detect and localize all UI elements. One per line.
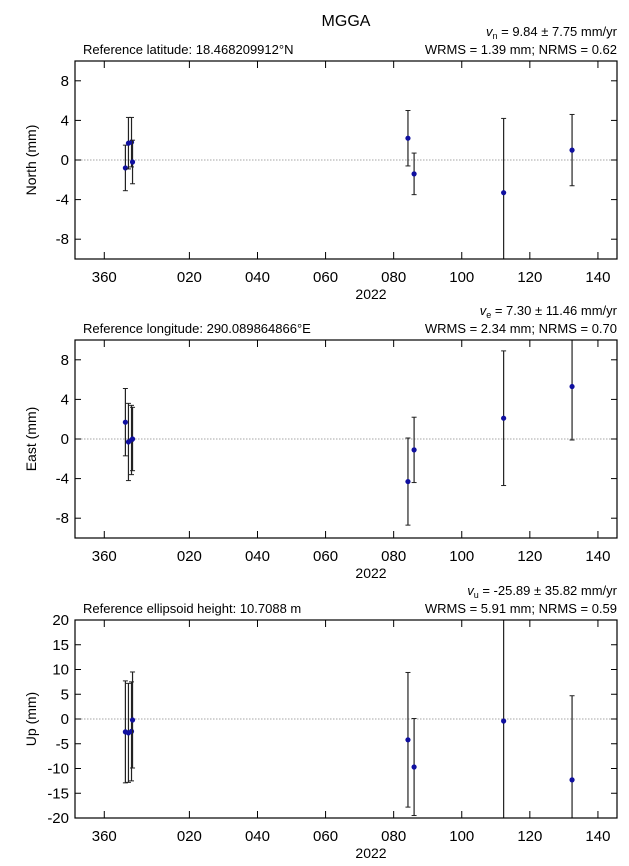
y-tick-label: -4 — [56, 471, 69, 488]
velocity-label: ve = 7.30 ± 11.46 mm/yr — [480, 303, 618, 320]
x-tick-label: 020 — [177, 548, 202, 565]
y-axis-label: North (mm) — [23, 125, 39, 196]
data-point — [501, 190, 507, 196]
y-axis-label: East (mm) — [23, 407, 39, 472]
velocity-text: = 7.30 ± 11.46 mm/yr — [491, 303, 617, 318]
x-tick-label: 060 — [313, 269, 338, 286]
x-tick-label: 360 — [92, 548, 117, 565]
data-point — [411, 764, 417, 770]
y-tick-label: 5 — [61, 686, 69, 703]
velocity-subscript: e — [486, 310, 491, 320]
y-tick-label: -20 — [47, 810, 69, 827]
stats-label: WRMS = 5.91 mm; NRMS = 0.59 — [425, 601, 617, 616]
y-tick-label: 8 — [61, 73, 69, 90]
velocity-text: = 9.84 ± 7.75 mm/yr — [498, 24, 618, 39]
x-tick-label: 040 — [245, 548, 270, 565]
x-tick-label: 360 — [92, 828, 117, 845]
stats-label: WRMS = 1.39 mm; NRMS = 0.62 — [425, 42, 617, 57]
reference-label: Reference ellipsoid height: 10.7088 m — [83, 601, 301, 616]
reference-label: Reference longitude: 290.089864866°E — [83, 321, 311, 336]
data-point — [569, 383, 575, 390]
data-point — [501, 718, 507, 724]
x-tick-label: 060 — [313, 828, 338, 845]
x-tick-label: 100 — [449, 548, 474, 565]
plot-frame — [74, 60, 618, 260]
data-point — [405, 135, 411, 141]
x-tick-label: 120 — [517, 548, 542, 565]
y-tick-label: 0 — [61, 711, 69, 728]
y-tick-label: -15 — [47, 785, 69, 802]
y-tick-label: 0 — [61, 152, 69, 169]
data-point — [569, 147, 575, 153]
y-axis-label: Up (mm) — [23, 692, 39, 746]
data-point — [129, 436, 136, 442]
data-point — [405, 478, 411, 485]
y-tick-label: 4 — [61, 112, 69, 129]
x-tick-label: 120 — [517, 828, 542, 845]
y-tick-label: 15 — [52, 637, 69, 654]
x-tick-label: 020 — [177, 828, 202, 845]
y-tick-label: 0 — [61, 431, 69, 448]
y-tick-label: 20 — [52, 612, 69, 629]
plot-area — [122, 110, 575, 259]
x-tick-label: 020 — [177, 269, 202, 286]
x-tick-label: 100 — [449, 828, 474, 845]
velocity-symbol: v — [486, 24, 494, 39]
data-point — [569, 777, 575, 783]
x-axis-label: 2022 — [355, 565, 386, 581]
y-tick-label: -5 — [56, 736, 69, 753]
y-tick-label: -8 — [56, 510, 69, 527]
y-tick-label: 10 — [52, 662, 69, 679]
x-tick-label: 140 — [585, 269, 610, 286]
data-point — [122, 165, 128, 171]
y-tick-label: -8 — [56, 231, 69, 248]
plot-frame — [74, 619, 618, 819]
y-tick-label: -4 — [56, 192, 69, 209]
x-tick-label: 120 — [517, 269, 542, 286]
x-tick-label: 360 — [92, 269, 117, 286]
data-point — [411, 171, 417, 177]
plot-area — [122, 340, 575, 526]
y-tick-label: -10 — [47, 761, 69, 778]
x-tick-label: 140 — [585, 548, 610, 565]
data-point — [405, 737, 411, 743]
x-tick-label: 080 — [381, 548, 406, 565]
velocity-subscript: u — [474, 590, 479, 600]
x-tick-label: 100 — [449, 269, 474, 286]
chart-title: MGGA — [322, 13, 371, 30]
data-point — [501, 415, 507, 421]
velocity-text: = -25.89 ± 35.82 mm/yr — [479, 583, 618, 598]
y-tick-label: 4 — [61, 391, 69, 408]
x-axis-label: 2022 — [355, 845, 386, 861]
data-point — [128, 728, 135, 734]
data-point — [411, 447, 417, 453]
x-tick-label: 060 — [313, 548, 338, 565]
x-tick-label: 080 — [381, 828, 406, 845]
x-tick-label: 140 — [585, 828, 610, 845]
velocity-label: vu = -25.89 ± 35.82 mm/yr — [467, 583, 617, 600]
x-axis-label: 2022 — [355, 286, 386, 302]
plot-frame — [74, 339, 618, 539]
data-point — [129, 717, 136, 723]
velocity-label: vn = 9.84 ± 7.75 mm/yr — [486, 24, 618, 41]
y-tick-label: 8 — [61, 352, 69, 369]
plot-area — [122, 620, 575, 818]
velocity-subscript: n — [492, 31, 497, 41]
velocity-symbol: v — [467, 583, 475, 598]
data-point — [122, 419, 128, 425]
stats-label: WRMS = 2.34 mm; NRMS = 0.70 — [425, 321, 617, 336]
reference-label: Reference latitude: 18.468209912°N — [83, 42, 293, 57]
velocity-symbol: v — [480, 303, 488, 318]
x-tick-label: 040 — [245, 828, 270, 845]
x-tick-label: 080 — [381, 269, 406, 286]
x-tick-label: 040 — [245, 269, 270, 286]
data-point — [129, 159, 136, 165]
